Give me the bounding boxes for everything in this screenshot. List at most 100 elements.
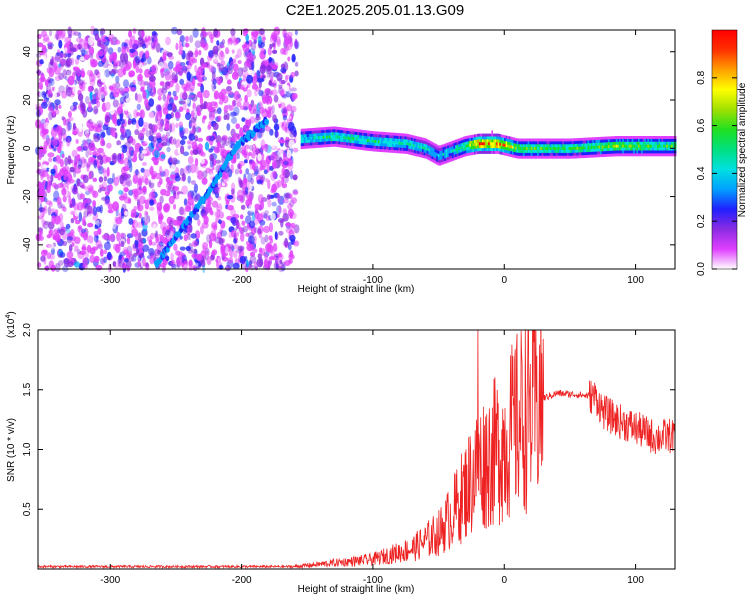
heatmap-cell: [502, 140, 505, 144]
heatmap-cell: [318, 130, 321, 134]
heatmap-cell: [568, 146, 571, 150]
heatmap-cell: [135, 248, 140, 255]
heatmap-cell: [128, 70, 136, 77]
heatmap-cell: [663, 144, 666, 148]
heatmap-cell: [423, 134, 426, 138]
spectrogram-frame: [37, 29, 676, 270]
heatmap-cell: [619, 132, 622, 136]
heatmap-cell: [241, 36, 246, 46]
heatmap-cell: [617, 150, 620, 154]
heatmap-cell: [573, 146, 576, 150]
heatmap-cell: [379, 140, 382, 144]
heatmap-cell: [351, 134, 354, 138]
heatmap-cell: [481, 139, 485, 143]
heatmap-cell: [162, 93, 167, 102]
heatmap-cell: [436, 158, 439, 162]
heatmap-cell: [245, 168, 250, 175]
heatmap-cell: [251, 212, 256, 222]
heatmap-cell: [384, 152, 387, 156]
heatmap-cell: [626, 144, 630, 148]
heatmap-cell: [576, 134, 579, 139]
snr-scale-prefix: (x10: [6, 318, 17, 338]
heatmap-cell: [123, 264, 127, 269]
heatmap-cell: [284, 237, 289, 248]
heatmap-cell: [600, 148, 603, 152]
heatmap-cell: [423, 152, 426, 156]
heatmap-cell: [660, 132, 663, 136]
x-tick-label: 100: [627, 575, 644, 586]
heatmap-cell: [515, 152, 518, 156]
heatmap-cell: [213, 147, 220, 154]
heatmap-cell: [650, 135, 653, 139]
heatmap-cell: [557, 141, 560, 145]
heatmap-cell: [672, 153, 675, 157]
heatmap-cell: [595, 157, 598, 161]
heatmap-cell: [437, 156, 440, 160]
heatmap-cell: [488, 147, 491, 151]
heatmap-cell: [507, 153, 510, 157]
heatmap-cell: [511, 151, 515, 155]
heatmap-cell: [653, 153, 656, 157]
heatmap-cell: [144, 37, 148, 43]
heatmap-cell: [513, 145, 516, 150]
heatmap-cell: [475, 139, 478, 143]
heatmap-cell: [147, 227, 151, 237]
heatmap-cell: [330, 140, 333, 144]
heatmap-cell: [106, 142, 112, 149]
heatmap-cell: [445, 148, 448, 152]
heatmap-cell: [282, 114, 287, 121]
heatmap-cell: [649, 150, 652, 154]
heatmap-cell: [251, 83, 258, 90]
heatmap-cell: [414, 138, 417, 142]
heatmap-cell: [376, 139, 379, 144]
heatmap-cell: [557, 143, 560, 148]
heatmap-cell: [149, 255, 154, 265]
heatmap-cell: [173, 243, 178, 251]
heatmap-cell: [158, 216, 163, 225]
heatmap-cell: [56, 29, 63, 36]
heatmap-cell: [215, 159, 222, 164]
heatmap-cell: [578, 143, 581, 147]
heatmap-cell: [604, 150, 608, 154]
heatmap-cell: [494, 144, 497, 149]
heatmap-cell: [336, 143, 340, 148]
heatmap-cell: [226, 195, 234, 200]
heatmap-cell: [277, 253, 284, 261]
heatmap-cell: [237, 176, 241, 184]
heatmap-cell: [248, 197, 253, 203]
heatmap-cell: [417, 139, 420, 143]
heatmap-cell: [574, 137, 578, 142]
heatmap-cell: [171, 137, 175, 146]
heatmap-cell: [307, 139, 310, 143]
heatmap-cell: [390, 140, 393, 145]
heatmap-cell: [513, 151, 516, 155]
heatmap-cell: [507, 144, 510, 148]
heatmap-cell: [37, 106, 44, 116]
heatmap-cell: [515, 155, 518, 159]
heatmap-cell: [89, 254, 96, 264]
heatmap-cell: [608, 156, 611, 160]
heatmap-cell: [562, 135, 565, 139]
heatmap-cell: [573, 143, 576, 147]
heatmap-cell: [43, 34, 49, 42]
heatmap-cell: [470, 149, 474, 153]
heatmap-cell: [573, 138, 576, 142]
heatmap-cell: [252, 146, 259, 156]
heatmap-cell: [641, 141, 644, 145]
heatmap-cell: [329, 135, 332, 139]
heatmap-cell: [464, 135, 467, 139]
heatmap-cell: [448, 159, 451, 163]
heatmap-cell: [390, 138, 393, 142]
heatmap-cell: [395, 132, 398, 136]
heatmap-cell: [124, 171, 129, 181]
heatmap-cell: [253, 168, 259, 177]
heatmap-cell: [327, 135, 330, 139]
heatmap-cell: [513, 157, 516, 161]
heatmap-cell: [518, 149, 521, 153]
heatmap-cell: [625, 138, 628, 142]
heatmap-cell: [499, 139, 502, 143]
heatmap-cell: [47, 106, 54, 112]
heatmap-cell: [185, 245, 191, 252]
heatmap-cell: [530, 152, 533, 156]
heatmap-cell: [112, 114, 117, 125]
